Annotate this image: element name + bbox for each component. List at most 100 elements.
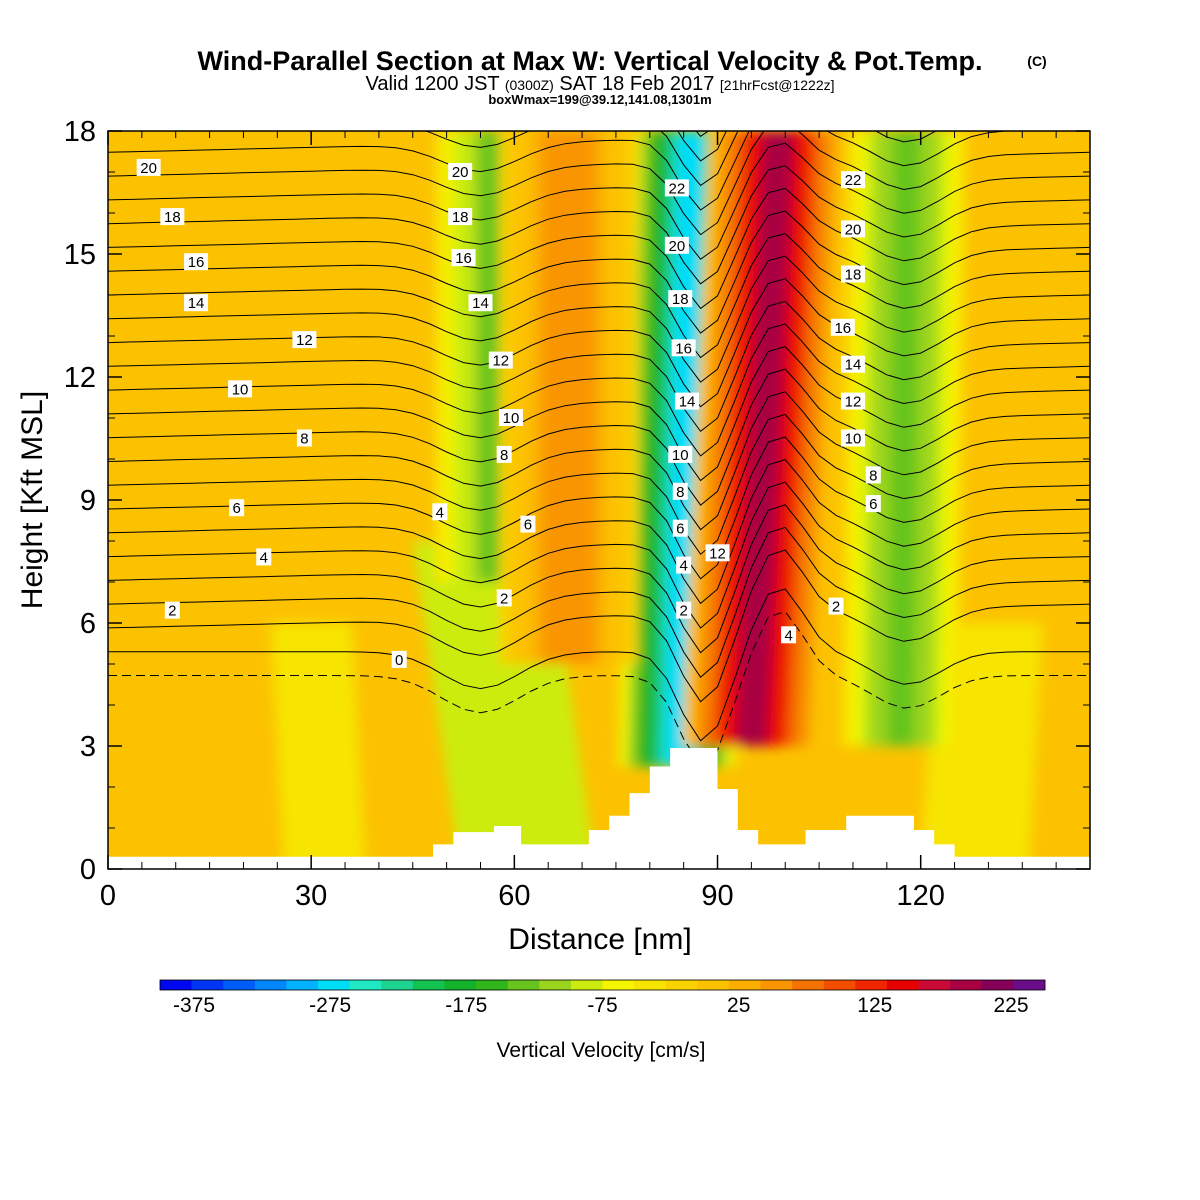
contour-label: 0: [391, 650, 407, 669]
colorbar-swatch: [412, 980, 445, 990]
contour-label-text: 20: [669, 238, 686, 255]
contour-label: 12: [840, 392, 865, 411]
contour-label-text: 4: [436, 504, 444, 521]
colorbar-swatch: [476, 980, 508, 990]
contour-label: 12: [488, 351, 513, 370]
contour-label-text: 14: [845, 357, 862, 374]
contour-label-text: 14: [188, 295, 205, 312]
x-tick-label: 30: [295, 880, 327, 912]
contour-label-text: 20: [452, 164, 469, 181]
contour-label: 8: [496, 445, 512, 464]
terrain-profile: [108, 748, 1090, 869]
theta-contour: [108, 300, 1090, 433]
contour-label-text: 18: [164, 209, 181, 226]
contour-label: 14: [840, 355, 865, 374]
contour-label: 2: [496, 589, 512, 607]
colorbar-swatch: [792, 980, 825, 990]
contour-label-text: 8: [869, 467, 877, 484]
contour-label: 6: [672, 519, 688, 538]
contour-label-text: 4: [260, 549, 268, 566]
contour-label-text: 20: [140, 160, 157, 177]
contour-label-text: 14: [679, 394, 696, 411]
colorbar-swatch: [160, 980, 192, 990]
colorbar-swatch: [634, 980, 667, 990]
valid-prefix: Valid 1200 JST: [365, 73, 499, 95]
colorbar-frame: [159, 979, 1046, 991]
contour-label: 4: [781, 626, 797, 644]
theta-contour: [108, 210, 1090, 334]
velocity-blobs: [270, 131, 1043, 869]
contour-label-text: 6: [524, 517, 532, 534]
theta-contour: [108, 611, 1090, 767]
colorbar-swatch: [665, 980, 698, 990]
contour-label-text: 10: [232, 381, 249, 398]
theta-contour: [108, 142, 1090, 260]
theta-contour: [108, 481, 1090, 629]
contour-label-text: 12: [709, 545, 726, 562]
colorbar-swatch: [823, 980, 856, 990]
theta-contour: [108, 526, 1090, 678]
theta-contour: [108, 278, 1090, 408]
colorbar-swatch: [570, 980, 603, 990]
contour-label: 14: [184, 294, 209, 312]
contour-label: 14: [675, 392, 700, 411]
colorbar-swatch: [286, 980, 319, 990]
contour-label-text: 6: [869, 496, 877, 513]
contour-label-text: 10: [503, 410, 520, 427]
x-axis-title: Distance [nm]: [508, 923, 691, 956]
copyright-mark: (C): [1027, 53, 1046, 69]
contour-label: 18: [840, 265, 865, 284]
theta-contour: [108, 233, 1090, 359]
colorbar-swatch: [539, 980, 572, 990]
vertical-velocity-shading: [270, 131, 1043, 869]
colorbar-swatch: [760, 980, 793, 990]
valid-date: SAT 18 Feb 2017: [559, 73, 714, 95]
contour-label: 16: [184, 253, 209, 271]
theta-contour: [108, 368, 1090, 506]
colorbar-swatch: [1013, 980, 1046, 990]
contour-label: 20: [136, 158, 161, 177]
contour-label: 10: [668, 445, 693, 464]
y-tick-label: 12: [64, 362, 96, 394]
contour-label-text: 22: [845, 172, 862, 189]
theta-contour: [108, 391, 1090, 531]
y-tick-label: 9: [80, 485, 96, 517]
contour-label: 2: [676, 601, 692, 620]
theta-contour: [108, 165, 1090, 285]
contour-label: 20: [664, 236, 689, 255]
contour-label: 10: [840, 429, 865, 448]
colorbar-swatch: [981, 980, 1014, 990]
theta-contour: [108, 436, 1090, 580]
colorbar-tick-label: 225: [993, 994, 1028, 1017]
colorbar-swatch: [381, 980, 414, 990]
contour-label-text: 12: [492, 353, 509, 370]
contour-label: 10: [498, 409, 523, 427]
colorbar-swatch: [444, 980, 477, 990]
updraft-band-4-6: [553, 131, 584, 664]
valid-forecast: [21hrFcst@1222z]: [720, 77, 835, 93]
contour-label: 6: [520, 515, 536, 534]
colorbar-tick-label: -375: [173, 994, 215, 1017]
contour-label-text: 18: [672, 291, 689, 308]
colorbar-swatch: [191, 980, 224, 990]
contour-label-text: 4: [784, 627, 792, 644]
contour-label: 4: [676, 556, 692, 575]
contour-label: 2: [164, 601, 180, 620]
contour-label: 22: [664, 179, 689, 197]
contour-label-text: 2: [168, 603, 176, 620]
contour-label: 18: [668, 290, 693, 308]
contour-label-text: 16: [675, 340, 692, 357]
y-tick-label: 3: [80, 731, 96, 763]
colorbar-title: Vertical Velocity [cm/s]: [497, 1039, 706, 1062]
contour-label-text: 18: [452, 209, 469, 226]
contour-label-text: 12: [296, 332, 313, 349]
contour-label-text: 2: [500, 590, 508, 607]
colorbar-tick-label: -175: [445, 994, 487, 1017]
valid-zulu: (0300Z): [505, 77, 554, 93]
contour-label: 18: [160, 208, 185, 226]
colorbar-swatch: [950, 980, 983, 990]
contour-label-text: 10: [845, 431, 862, 448]
y-tick-label: 6: [80, 608, 96, 640]
